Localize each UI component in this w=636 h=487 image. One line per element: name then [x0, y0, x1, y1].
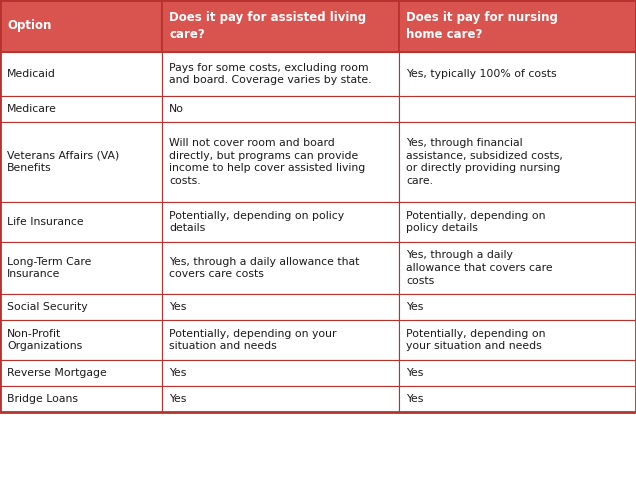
Bar: [162, 0, 399, 52]
Bar: [399, 52, 636, 96]
Bar: [162, 96, 399, 122]
Bar: [162, 294, 399, 320]
Text: Yes, through financial
assistance, subsidized costs,
or directly providing nursi: Yes, through financial assistance, subsi…: [406, 138, 563, 186]
Bar: [399, 320, 636, 360]
Text: Will not cover room and board
directly, but programs can provide
income to help : Will not cover room and board directly, …: [169, 138, 365, 186]
Text: Bridge Loans: Bridge Loans: [7, 394, 78, 404]
Bar: [0, 242, 162, 294]
Bar: [399, 122, 636, 202]
Text: Yes: Yes: [406, 368, 424, 378]
Bar: [0, 0, 636, 412]
Bar: [0, 96, 162, 122]
Text: Life Insurance: Life Insurance: [7, 217, 83, 227]
Bar: [0, 294, 162, 320]
Text: Yes, through a daily
allowance that covers care
costs: Yes, through a daily allowance that cove…: [406, 250, 553, 286]
Text: Does it pay for assisted living
care?: Does it pay for assisted living care?: [169, 11, 366, 41]
Bar: [399, 360, 636, 386]
Text: Potentially, depending on
policy details: Potentially, depending on policy details: [406, 210, 546, 233]
Text: Yes, typically 100% of costs: Yes, typically 100% of costs: [406, 69, 556, 79]
Bar: [399, 96, 636, 122]
Text: Social Security: Social Security: [7, 302, 88, 312]
Bar: [0, 360, 162, 386]
Text: Yes: Yes: [406, 394, 424, 404]
Bar: [0, 386, 162, 412]
Bar: [0, 52, 162, 96]
Bar: [399, 386, 636, 412]
Bar: [399, 242, 636, 294]
Text: Yes: Yes: [406, 302, 424, 312]
Text: Non-Profit
Organizations: Non-Profit Organizations: [7, 329, 82, 352]
Text: Option: Option: [7, 19, 52, 33]
Bar: [162, 386, 399, 412]
Bar: [399, 294, 636, 320]
Bar: [162, 360, 399, 386]
Text: Yes: Yes: [169, 394, 186, 404]
Text: Pays for some costs, excluding room
and board. Coverage varies by state.: Pays for some costs, excluding room and …: [169, 63, 371, 85]
Text: No: No: [169, 104, 184, 114]
Text: Medicaid: Medicaid: [7, 69, 56, 79]
Text: Potentially, depending on your
situation and needs: Potentially, depending on your situation…: [169, 329, 336, 352]
Bar: [0, 320, 162, 360]
Text: Veterans Affairs (VA)
Benefits: Veterans Affairs (VA) Benefits: [7, 150, 120, 173]
Text: Long-Term Care
Insurance: Long-Term Care Insurance: [7, 257, 92, 280]
Text: Potentially, depending on
your situation and needs: Potentially, depending on your situation…: [406, 329, 546, 352]
Bar: [0, 202, 162, 242]
Text: Yes: Yes: [169, 368, 186, 378]
Bar: [162, 242, 399, 294]
Text: Yes: Yes: [169, 302, 186, 312]
Bar: [162, 122, 399, 202]
Text: Medicare: Medicare: [7, 104, 57, 114]
Bar: [162, 52, 399, 96]
Bar: [0, 0, 162, 52]
Text: Yes, through a daily allowance that
covers care costs: Yes, through a daily allowance that cove…: [169, 257, 359, 280]
Bar: [399, 0, 636, 52]
Bar: [0, 122, 162, 202]
Bar: [162, 202, 399, 242]
Text: Potentially, depending on policy
details: Potentially, depending on policy details: [169, 210, 344, 233]
Bar: [399, 202, 636, 242]
Text: Does it pay for nursing
home care?: Does it pay for nursing home care?: [406, 11, 558, 41]
Bar: [162, 320, 399, 360]
Text: Reverse Mortgage: Reverse Mortgage: [7, 368, 107, 378]
